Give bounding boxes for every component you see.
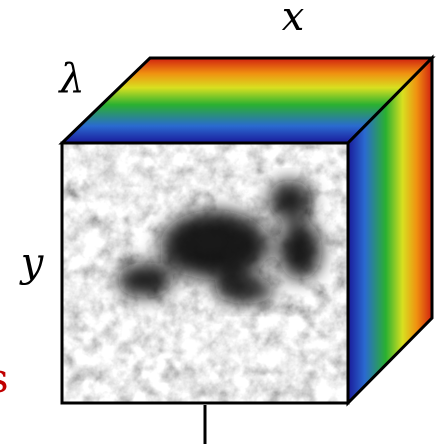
data-cube-diagram: x λ y s (0, 0, 436, 444)
y-axis-label: y (19, 240, 45, 286)
lambda-axis-label: λ (57, 56, 84, 102)
x-axis-label: x (282, 0, 305, 40)
cut-off-label: s (0, 356, 9, 402)
sunspot-image (62, 143, 348, 403)
